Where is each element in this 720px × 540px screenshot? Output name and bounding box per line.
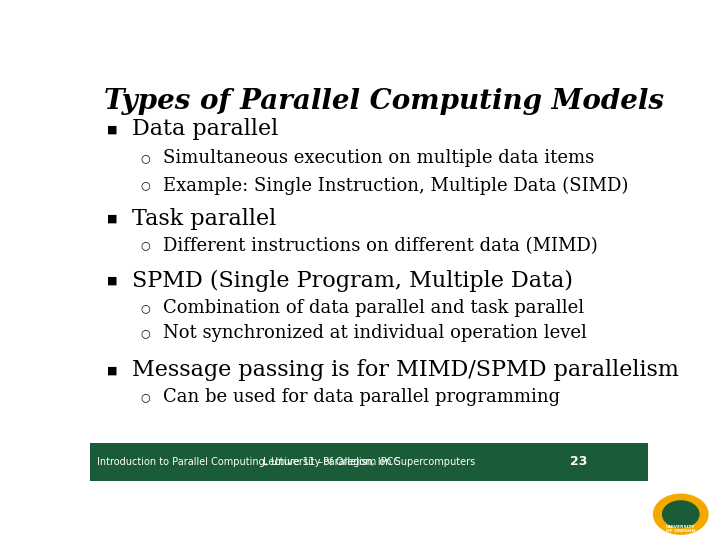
FancyBboxPatch shape: [90, 443, 648, 481]
Text: ■: ■: [107, 276, 117, 286]
Text: Can be used for data parallel programming: Can be used for data parallel programmin…: [163, 388, 559, 407]
Text: 23: 23: [570, 455, 587, 468]
Text: Data parallel: Data parallel: [132, 118, 278, 140]
Text: ○: ○: [140, 180, 150, 191]
Text: Example: Single Instruction, Multiple Data (SIMD): Example: Single Instruction, Multiple Da…: [163, 176, 628, 194]
Text: Types of Parallel Computing Models: Types of Parallel Computing Models: [104, 87, 664, 114]
Text: ○: ○: [140, 328, 150, 338]
Text: ■: ■: [107, 124, 117, 134]
FancyBboxPatch shape: [595, 443, 648, 481]
Text: Introduction to Parallel Computing, University of Oregon, IPCC: Introduction to Parallel Computing, Univ…: [96, 457, 400, 467]
Text: ○: ○: [140, 303, 150, 313]
Text: Different instructions on different data (MIMD): Different instructions on different data…: [163, 237, 598, 255]
Text: UNIVERSITY
OF OREGON: UNIVERSITY OF OREGON: [666, 525, 696, 533]
Text: Message passing is for MIMD/SPMD parallelism: Message passing is for MIMD/SPMD paralle…: [132, 360, 679, 381]
Text: ■: ■: [107, 214, 117, 224]
Text: ○: ○: [140, 241, 150, 251]
Circle shape: [662, 501, 699, 528]
Circle shape: [654, 494, 708, 534]
Text: ○: ○: [140, 153, 150, 164]
Text: ■: ■: [107, 366, 117, 375]
Text: SPMD (Single Program, Multiple Data): SPMD (Single Program, Multiple Data): [132, 270, 573, 292]
Text: Lecture 11 –Parallelism on Supercomputers: Lecture 11 –Parallelism on Supercomputer…: [263, 457, 475, 467]
Text: Task parallel: Task parallel: [132, 208, 276, 230]
Text: Simultaneous execution on multiple data items: Simultaneous execution on multiple data …: [163, 150, 594, 167]
Text: ○: ○: [140, 393, 150, 402]
Text: Not synchronized at individual operation level: Not synchronized at individual operation…: [163, 324, 586, 342]
Text: Combination of data parallel and task parallel: Combination of data parallel and task pa…: [163, 299, 584, 317]
